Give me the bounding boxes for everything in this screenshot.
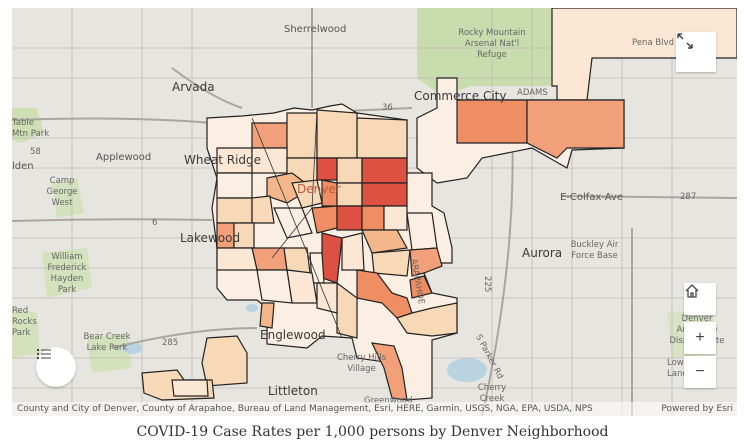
- label-route-6: 6: [152, 218, 158, 228]
- label-wheat-ridge: Wheat Ridge: [184, 153, 262, 167]
- denver-neighborhoods: [141, 8, 737, 401]
- home-button[interactable]: [684, 283, 716, 315]
- label-aurora: Aurora: [522, 246, 563, 260]
- label-denver: Denver: [297, 182, 341, 196]
- zoom-in-button[interactable]: +: [684, 322, 716, 354]
- label-greenwood: Greenwood: [364, 396, 413, 406]
- label-lakewood: Lakewood: [180, 231, 241, 245]
- label-littleton: Littleton: [268, 384, 318, 398]
- label-route-287: 287: [680, 192, 697, 202]
- label-route-58: 58: [30, 147, 41, 157]
- label-red-rocks-park: Red Rocks Park: [12, 306, 37, 338]
- label-route-225: 225: [482, 276, 492, 293]
- attribution-sources: County and City of Denver, County of Ara…: [17, 404, 593, 414]
- label-applewood: Applewood: [96, 152, 152, 163]
- label-golden: lden: [12, 161, 34, 172]
- label-route-285: 285: [162, 338, 179, 348]
- label-cherry-hills-village: Cherry Hills Village: [336, 353, 387, 374]
- legend-button[interactable]: [36, 347, 76, 387]
- label-cherry-creek: Cherry Creek: [477, 383, 507, 404]
- list-icon: [37, 349, 51, 359]
- label-lowry-landfill: Lowry Landfill: [667, 358, 698, 379]
- map-attribution: County and City of Denver, County of Ara…: [12, 402, 737, 416]
- arsenal-park-area: [417, 8, 552, 96]
- home-icon: [685, 284, 699, 298]
- powered-by-esri[interactable]: Powered by Esri: [661, 404, 733, 414]
- expand-arrows-icon: [677, 33, 693, 49]
- label-buckley-afb: Buckley Air Force Base: [570, 240, 619, 261]
- label-hayden-park: William Frederick Hayden Park: [47, 252, 87, 295]
- zoom-out-button[interactable]: −: [684, 356, 716, 388]
- label-route-36: 36: [382, 103, 393, 113]
- map-view[interactable]: Sherrelwood Rocky Mountain Arsenal Nat'l…: [12, 8, 737, 416]
- map-caption: COVID-19 Case Rates per 1,000 persons by…: [136, 424, 609, 440]
- label-rocky-mountain-arsenal: Rocky Mountain Arsenal Nat'l Refuge: [458, 28, 526, 60]
- label-arvada: Arvada: [172, 80, 215, 94]
- label-englewood: Englewood: [260, 328, 326, 342]
- label-bear-creek-lake-park: Bear Creek Lake Park: [83, 332, 131, 353]
- map-canvas[interactable]: [12, 8, 737, 416]
- label-e-colfax: E-Colfax-Ave: [560, 192, 624, 203]
- label-adams: ADAMS: [517, 88, 548, 98]
- label-table-mountain-park: Table Mtn Park: [12, 118, 50, 139]
- label-commerce-city: Commerce City: [414, 89, 507, 103]
- label-pena-blvd: Pena Blvd: [632, 38, 674, 48]
- label-sherrelwood: Sherrelwood: [284, 24, 347, 35]
- expand-button[interactable]: [676, 32, 716, 72]
- label-camp-george-west: Camp George West: [46, 176, 78, 208]
